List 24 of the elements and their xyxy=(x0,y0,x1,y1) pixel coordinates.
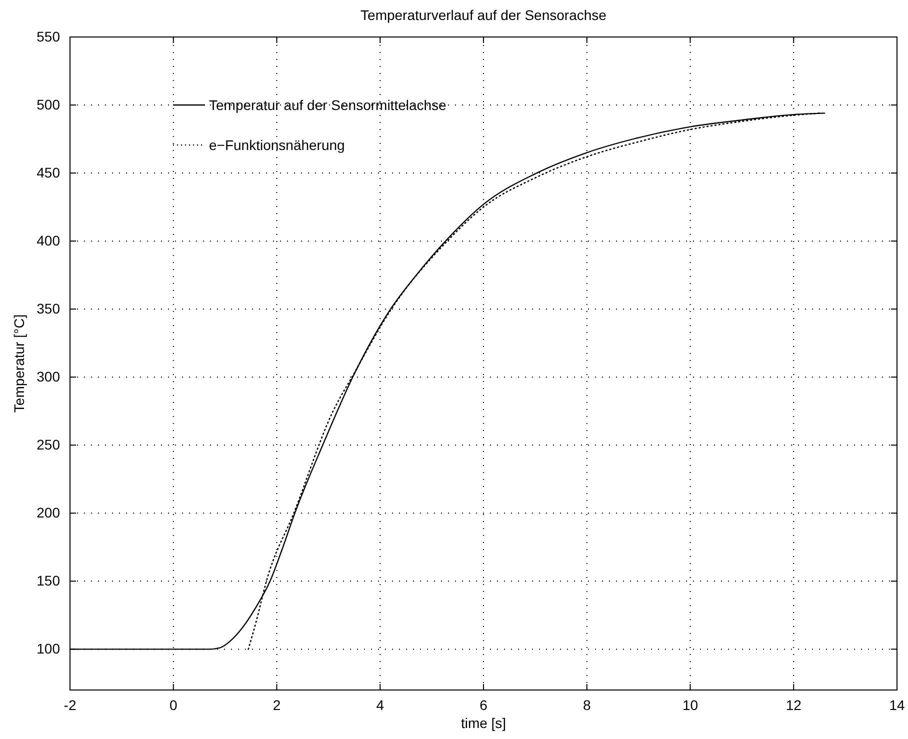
y-axis-title: Temperatur [°C] xyxy=(11,314,27,413)
y-tick-label: 350 xyxy=(36,300,60,317)
chart-title: Temperaturverlauf auf der Sensorachse xyxy=(360,7,607,23)
x-tick-label: -2 xyxy=(64,696,76,713)
y-tick-label: 500 xyxy=(36,96,60,112)
x-tick-label: 8 xyxy=(582,696,591,713)
y-tick-label: 250 xyxy=(36,436,60,453)
y-tick-label: 100 xyxy=(36,640,60,657)
x-tick-label: 14 xyxy=(889,696,905,713)
y-tick-label: 300 xyxy=(36,368,60,385)
y-tick-label: 150 xyxy=(36,572,60,589)
x-tick-label: 2 xyxy=(272,696,281,713)
y-tick-label: 450 xyxy=(36,164,60,181)
x-tick-label: 4 xyxy=(376,696,384,713)
x-tick-label: 0 xyxy=(169,696,178,713)
y-tick-label: 400 xyxy=(36,232,60,249)
x-axis-title: time [s] xyxy=(460,715,506,731)
x-tick-label: 12 xyxy=(786,696,802,713)
y-tick-label: 550 xyxy=(36,28,60,44)
x-tick-label: 10 xyxy=(682,696,698,713)
legend-label: Temperatur auf der Sensormittelachse xyxy=(209,97,447,113)
y-tick-label: 200 xyxy=(36,504,60,521)
x-tick-label: 6 xyxy=(480,696,488,713)
legend-label: e−Funktionsnäherung xyxy=(209,137,345,153)
